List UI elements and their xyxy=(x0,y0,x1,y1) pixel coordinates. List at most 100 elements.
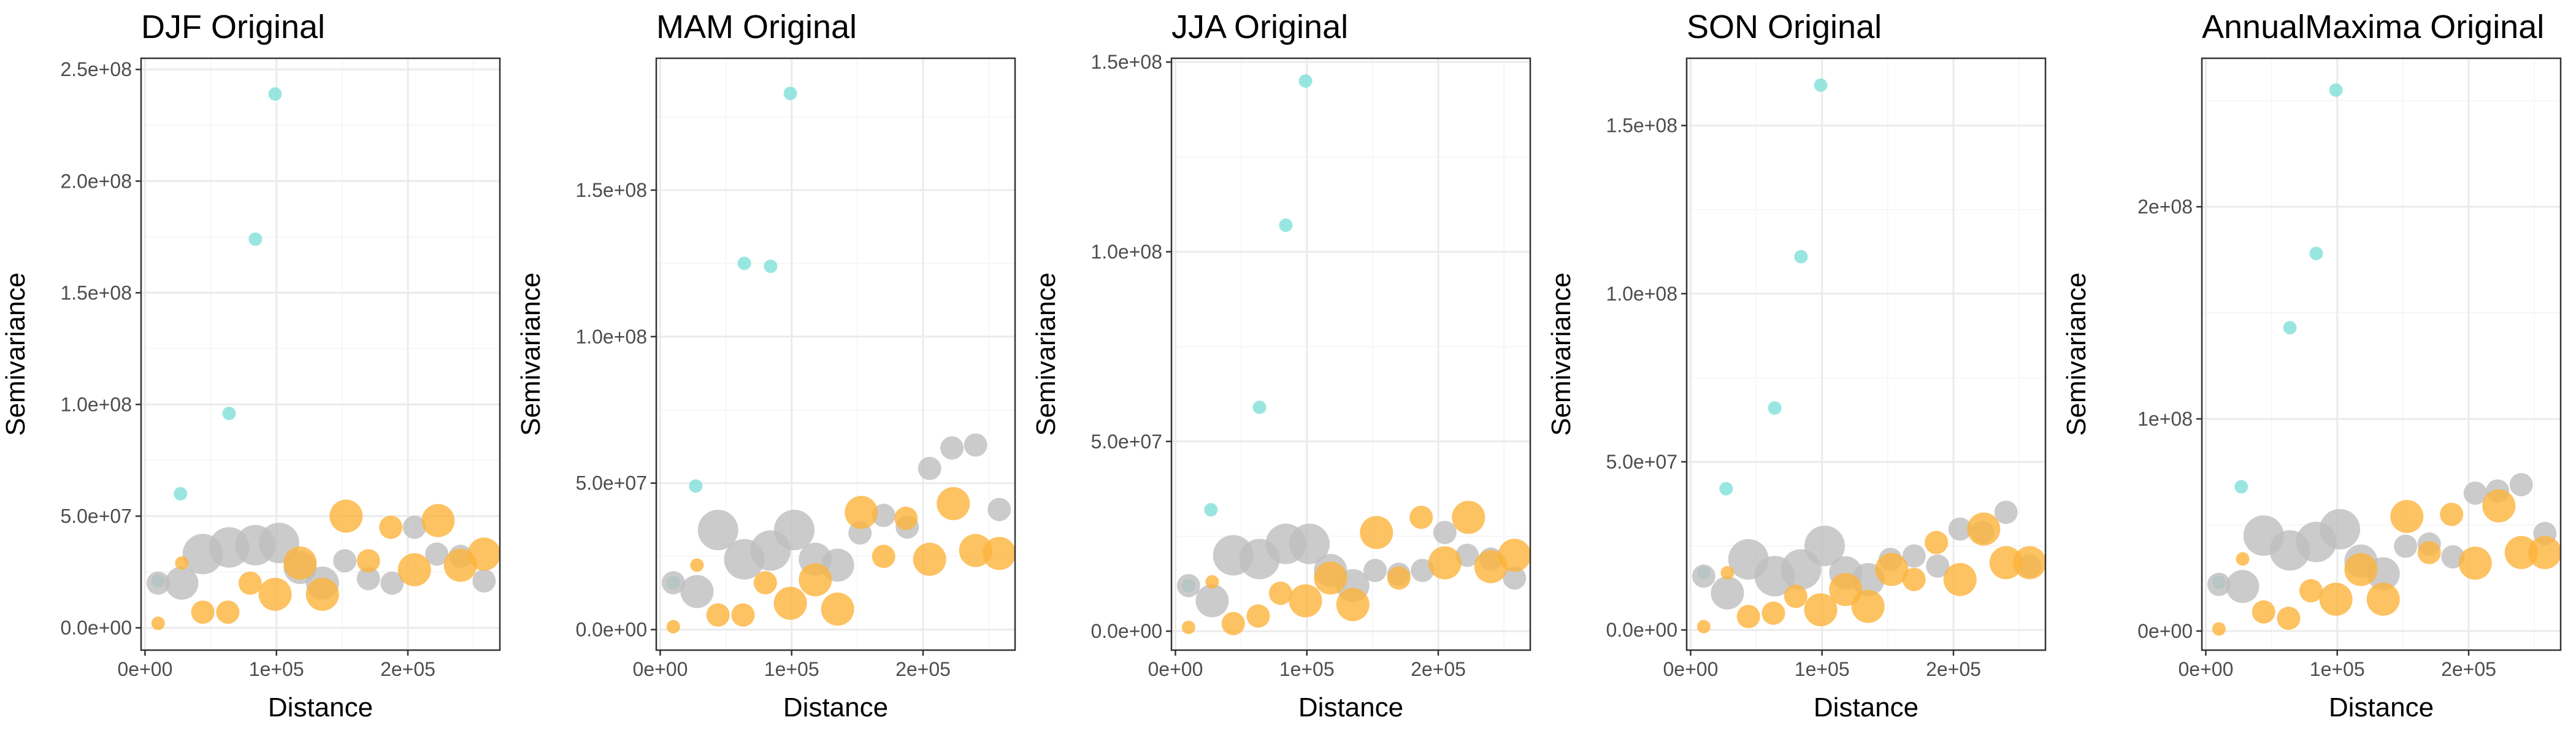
y-tick-label: 0.0e+00 xyxy=(1606,619,1677,641)
chart-panel-5: 0e+00 1e+05 2e+05 0e+00 1e+08 2e+08 AnnualMaxi… xyxy=(2061,9,2562,723)
data-point xyxy=(753,571,777,595)
data-point xyxy=(146,571,170,595)
x-tick-label: 1e+05 xyxy=(2310,658,2365,680)
y-tick-label: 5.0e+07 xyxy=(60,505,132,527)
y-tick-label: 2.0e+08 xyxy=(60,170,132,192)
data-point xyxy=(937,487,970,521)
data-point xyxy=(2390,500,2424,534)
data-point xyxy=(174,487,188,501)
data-point xyxy=(380,571,404,595)
data-point xyxy=(2207,572,2231,596)
data-point xyxy=(1409,505,1433,529)
data-point xyxy=(1967,512,2001,546)
y-axis-title: Semivariance xyxy=(2061,272,2091,436)
data-point xyxy=(987,497,1011,521)
x-axis-title: Distance xyxy=(1298,692,1403,723)
data-point xyxy=(1804,593,1838,627)
data-point xyxy=(1195,584,1229,618)
data-point xyxy=(1246,604,1270,628)
data-point xyxy=(2319,582,2353,616)
data-point xyxy=(1289,584,1322,618)
y-tick-label: 1e+08 xyxy=(2137,408,2193,430)
data-point xyxy=(894,507,918,531)
data-point xyxy=(467,537,501,571)
data-point xyxy=(379,515,403,539)
data-point xyxy=(1411,559,1435,583)
data-point xyxy=(1720,565,1735,580)
x-tick-label: 2e+05 xyxy=(895,658,951,680)
panel-border xyxy=(140,57,501,651)
panel-border xyxy=(1170,57,1531,651)
data-point xyxy=(151,616,165,631)
y-tick-label: 1.0e+08 xyxy=(60,393,132,415)
data-point xyxy=(1204,503,1218,517)
data-point xyxy=(737,256,751,270)
x-tick-label: 2e+05 xyxy=(2441,658,2496,680)
data-point xyxy=(783,86,797,101)
data-point xyxy=(1314,561,1347,595)
panel-border xyxy=(655,57,1016,651)
data-point xyxy=(258,577,292,611)
data-point xyxy=(872,504,895,527)
data-point xyxy=(1336,588,1370,621)
y-tick-label: 0.0e+00 xyxy=(575,619,647,641)
x-tick-label: 1e+05 xyxy=(1795,658,1850,680)
data-point xyxy=(774,510,815,551)
data-point xyxy=(2236,552,2250,566)
data-point xyxy=(940,436,964,460)
data-point xyxy=(1804,526,1845,567)
data-point xyxy=(821,592,854,626)
data-point xyxy=(268,87,282,101)
data-point xyxy=(1875,553,1909,586)
data-point xyxy=(2277,607,2301,631)
data-point xyxy=(2329,83,2343,97)
y-tick-label: 1.5e+08 xyxy=(1606,115,1677,137)
data-point xyxy=(1692,564,1715,588)
y-tick-label: 5.0e+07 xyxy=(1606,451,1677,473)
panel-title: JJA Original xyxy=(1171,9,1348,45)
data-point xyxy=(1948,517,1972,541)
chart-panel-4: 0e+00 1e+05 2e+05 0.0e+00 5.0e+07 1.0e+08 1.5e… xyxy=(1546,9,2047,723)
data-point xyxy=(1428,546,1462,580)
data-point xyxy=(983,537,1016,570)
data-point xyxy=(1851,589,1885,623)
data-point xyxy=(1736,605,1760,629)
data-point xyxy=(1994,500,2018,524)
data-point xyxy=(1268,581,1292,605)
panel-title: MAM Original xyxy=(656,9,857,45)
data-point xyxy=(845,496,878,529)
panel-title: AnnualMaxima Original xyxy=(2202,9,2544,45)
data-point xyxy=(1363,559,1387,583)
data-point xyxy=(1902,567,1926,591)
data-point xyxy=(2528,535,2562,569)
panel-border xyxy=(2201,57,2562,651)
panel-title: DJF Original xyxy=(141,9,325,45)
data-point xyxy=(238,571,262,595)
y-axis-title: Semivariance xyxy=(1031,272,1061,436)
data-point xyxy=(1784,585,1807,608)
data-point xyxy=(1696,619,1711,634)
data-point xyxy=(222,407,236,420)
data-point xyxy=(421,504,455,537)
x-tick-label: 2e+05 xyxy=(1411,658,1466,680)
data-point xyxy=(2344,553,2378,586)
x-axis-title: Distance xyxy=(2329,692,2434,723)
data-point xyxy=(2226,570,2260,604)
data-point xyxy=(1925,531,1949,554)
data-point xyxy=(397,553,431,586)
data-point xyxy=(1768,401,1782,415)
data-point xyxy=(329,499,363,533)
data-point xyxy=(1498,539,1531,572)
x-axis-title: Distance xyxy=(268,692,373,723)
x-tick-label: 2e+05 xyxy=(1926,658,1981,680)
data-point xyxy=(2320,508,2360,550)
chart-panel-2: 0e+00 1e+05 2e+05 0.0e+00 5.0e+07 1.0e+08 1.5e… xyxy=(516,9,1016,723)
data-point xyxy=(2482,489,2516,523)
data-point xyxy=(248,232,263,246)
data-point xyxy=(402,515,426,539)
data-point xyxy=(1181,620,1195,634)
y-tick-label: 1.5e+08 xyxy=(575,179,647,201)
data-point xyxy=(2309,247,2323,261)
y-tick-label: 1.0e+08 xyxy=(1091,240,1162,263)
y-tick-label: 1.0e+08 xyxy=(575,326,647,348)
